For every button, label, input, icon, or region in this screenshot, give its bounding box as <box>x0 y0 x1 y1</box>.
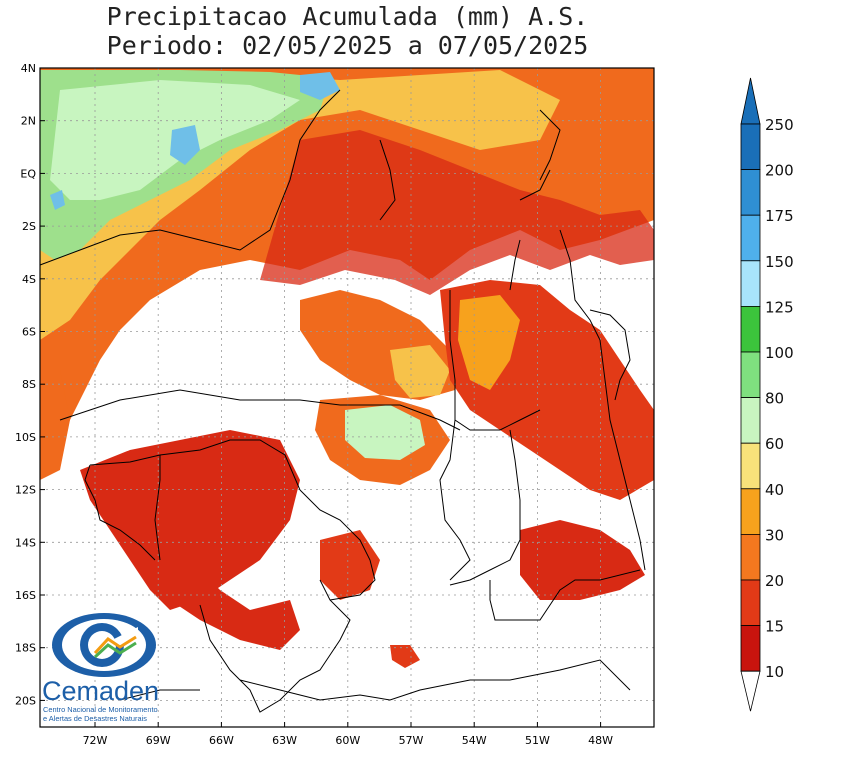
rain-region-north-red <box>260 130 654 295</box>
longitude-labels: 72W 69W 66W 63W 60W 57W 54W 51W 48W <box>83 722 613 747</box>
colorbar-label: 10 <box>765 663 784 681</box>
colorbar-segment <box>740 442 761 490</box>
rain-region-blue <box>300 72 340 100</box>
rain-region-west <box>80 430 300 610</box>
lat-label: 16S <box>15 589 36 602</box>
lat-label: EQ <box>20 167 36 180</box>
rain-region-s2 <box>390 645 420 668</box>
latitude-labels: 4N 2N EQ 2S 4S 6S 8S 10S 12S 14S 16S 18S 20S <box>15 62 45 707</box>
colorbar-segment <box>740 579 761 626</box>
map-title-line1: Precipitacao Acumulada (mm) A.S. <box>106 2 589 31</box>
colorbar-label: 40 <box>765 481 784 499</box>
colorbar-top-arrow <box>740 77 761 125</box>
colorbar-label: 125 <box>765 298 794 316</box>
lon-label: 51W <box>525 734 550 747</box>
colorbar-segment <box>740 534 761 581</box>
logo-subtitle-2: e Alertas de Desastres Naturais <box>43 714 147 723</box>
lat-label: 2N <box>21 115 36 128</box>
colorbar-segment <box>740 351 761 398</box>
lat-label: 14S <box>15 536 36 549</box>
logo-name: Cemaden <box>42 676 159 706</box>
colorbar-segment <box>740 488 761 535</box>
rain-region-central-green <box>345 405 425 460</box>
colorbar-label: 80 <box>765 390 784 408</box>
logo-subtitle-1: Centro Nacional de Monitoramento <box>43 705 158 714</box>
lat-label: 4S <box>22 273 36 286</box>
colorbar-label: 250 <box>765 116 794 134</box>
colorbar-segment <box>740 397 761 444</box>
colorbar-segment <box>740 305 761 353</box>
lon-label: 48W <box>588 734 613 747</box>
map-grid <box>40 68 654 727</box>
lat-label: 6S <box>22 326 36 339</box>
colorbar-segment <box>740 169 761 216</box>
lon-label: 54W <box>462 734 487 747</box>
rain-region-mid-yellow <box>390 345 450 398</box>
precipitation-field <box>40 68 654 668</box>
colorbar-label: 60 <box>765 435 784 453</box>
rain-region-west-margin <box>40 370 70 480</box>
colorbar-segment <box>740 123 761 170</box>
lat-label: 10S <box>15 431 36 444</box>
lat-label: 20S <box>15 694 36 707</box>
rain-region-blue2 <box>170 125 200 165</box>
colorbar-segment <box>740 260 761 307</box>
lon-label: 57W <box>399 734 424 747</box>
lon-label: 63W <box>272 734 297 747</box>
rain-region-east-orange <box>458 295 520 390</box>
lat-label: 18S <box>15 642 36 655</box>
colorbar-segment <box>740 625 761 672</box>
lat-label: 12S <box>15 484 36 497</box>
colorbar-label: 175 <box>765 207 794 225</box>
map-frame <box>39 67 655 728</box>
colorbar-bottom-arrow <box>740 670 761 712</box>
colorbar-label: 200 <box>765 162 794 180</box>
rain-region-se <box>520 520 645 600</box>
lon-label: 66W <box>209 734 234 747</box>
state-boundaries <box>39 89 646 713</box>
lat-label: 2S <box>22 220 36 233</box>
colorbar-label: 150 <box>765 253 794 271</box>
colorbar-label: 15 <box>765 618 784 636</box>
lat-label: 8S <box>22 378 36 391</box>
map-title-line2: Periodo: 02/05/2025 a 07/05/2025 <box>106 31 589 60</box>
lat-label: 4N <box>21 62 36 75</box>
lon-label: 69W <box>146 734 171 747</box>
colorbar-segment <box>740 214 761 262</box>
cemaden-logo: Cemaden Centro Nacional de Monitoramento… <box>40 605 190 725</box>
lon-label: 60W <box>335 734 360 747</box>
rain-region-s <box>320 530 380 600</box>
colorbar-label: 30 <box>765 526 784 544</box>
colorbar-label: 20 <box>765 572 784 590</box>
rain-region-blue3 <box>50 190 65 210</box>
lon-label: 72W <box>83 734 108 747</box>
rain-region-sw <box>150 560 300 650</box>
colorbar-label: 100 <box>765 344 794 362</box>
